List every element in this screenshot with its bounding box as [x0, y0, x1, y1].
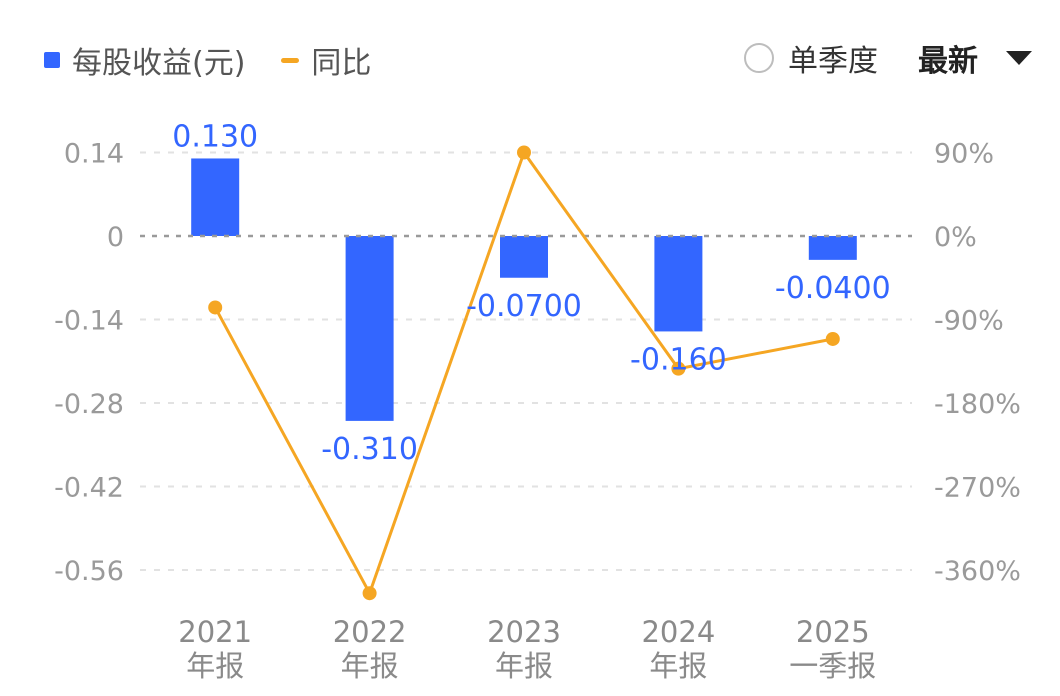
legend: 每股收益(元) 同比 — [44, 38, 371, 82]
bar — [654, 236, 703, 332]
chart-controls: 单季度 最新 — [744, 36, 1032, 80]
yoy-line — [213, 149, 834, 597]
x-axis-label-period: 一季报 — [789, 649, 876, 683]
x-axis-label-year: 2021 — [178, 615, 252, 649]
period-dropdown-label[interactable]: 最新 — [918, 44, 978, 79]
right-axis-tick-label: -360% — [934, 556, 1021, 587]
bar-data-label: -0.0700 — [466, 289, 582, 324]
x-axis-label-period: 年报 — [341, 649, 399, 683]
right-axis-tick-label: -270% — [934, 473, 1021, 504]
bar — [191, 158, 240, 236]
x-axis-label-period: 年报 — [649, 649, 707, 683]
line-legend-swatch — [281, 57, 300, 63]
bar — [345, 236, 394, 421]
caret-down-icon[interactable] — [1006, 51, 1032, 65]
chart-header: 每股收益(元) 同比 单季度 最新 — [0, 0, 1060, 120]
line-legend-label: 同比 — [311, 46, 372, 81]
bar-data-label: -0.310 — [321, 432, 418, 467]
x-axis-label-period: 年报 — [186, 649, 244, 683]
yoy-point — [208, 300, 223, 315]
x-axis-label-period: 年报 — [495, 649, 553, 683]
left-axis-tick-label: -0.56 — [54, 556, 124, 587]
single-quarter-label[interactable]: 单季度 — [788, 44, 878, 79]
yoy-point — [825, 331, 840, 346]
single-quarter-radio[interactable] — [744, 43, 774, 73]
bar-data-label: 0.130 — [172, 119, 258, 154]
x-axis-label-year: 2022 — [333, 615, 407, 649]
x-axis-label-year: 2023 — [487, 615, 561, 649]
x-axis-label-year: 2024 — [641, 615, 715, 649]
yoy-point — [517, 145, 531, 160]
bar — [500, 236, 548, 278]
right-axis-tick-label: 90% — [934, 139, 994, 170]
bar-legend-swatch — [44, 52, 60, 68]
left-axis-tick-label: 0.14 — [64, 139, 124, 170]
left-axis-tick-label: -0.42 — [54, 473, 124, 504]
period-dropdown[interactable]: 最新 — [918, 36, 1032, 80]
right-axis-tick-label: -90% — [934, 306, 1004, 337]
right-axis-tick-label: -180% — [934, 389, 1021, 420]
left-axis-tick-label: -0.14 — [54, 306, 124, 337]
bar-data-label: -0.160 — [630, 342, 727, 377]
bar-data-label: -0.0400 — [775, 271, 891, 306]
bar — [808, 236, 857, 260]
x-axis-label-year: 2025 — [796, 615, 870, 649]
yoy-point — [671, 361, 686, 376]
yoy-point — [362, 586, 377, 601]
bar-legend-label: 每股收益(元) — [72, 46, 246, 81]
left-axis-tick-label: -0.28 — [54, 389, 124, 420]
right-axis-tick-label: 0% — [934, 222, 977, 253]
left-axis-tick-label: 0 — [107, 222, 124, 253]
